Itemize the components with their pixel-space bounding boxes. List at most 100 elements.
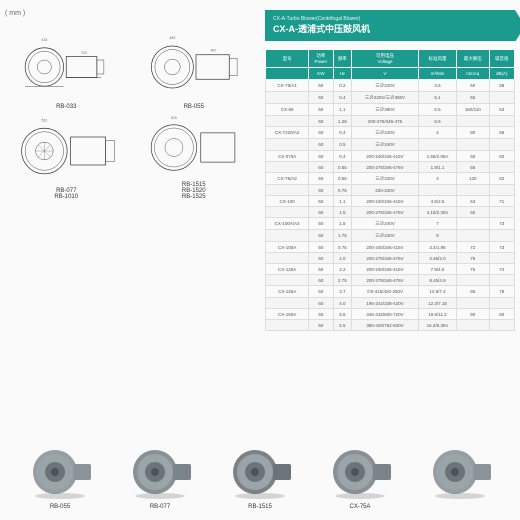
table-cell: CX-075A (266, 151, 309, 162)
table-cell (266, 185, 309, 196)
table-row: 600.75220-240V (266, 185, 515, 196)
table-header-cell: 标准风量 (418, 50, 456, 68)
table-cell: 73 (489, 218, 515, 230)
table-cell: 50 (309, 264, 333, 275)
table-cell (489, 185, 515, 196)
table-cell: CX-125A (266, 264, 309, 275)
table-row: CX-100A/A2501.5三∅240V773 (266, 218, 515, 230)
table-cell (418, 185, 456, 196)
table-cell: 4 (418, 173, 456, 185)
table-cell: 三∅220V (352, 173, 419, 185)
table-row: CX-100A500.75200-240/346-415V3.4/1.96727… (266, 242, 515, 253)
table-cell (266, 162, 309, 173)
table-cell: 60 (309, 116, 333, 127)
table-cell: 75 (457, 264, 489, 275)
table-cell: 3.4/1.96 (418, 242, 456, 253)
diagram-cell: 463 467 RB-055 (133, 25, 256, 110)
table-cell: 78 (489, 286, 515, 298)
spec-table: 型号功率Power频率可用电压Voltage标准风量最大静压噪音值 KWHzVm… (265, 49, 515, 331)
table-cell: 74 (489, 264, 515, 275)
table-cell: 8 (418, 230, 456, 242)
table-cell (457, 185, 489, 196)
table-cell (266, 298, 309, 309)
table-cell: 200-240/346-415V (352, 196, 419, 207)
table-cell: CX-100A (266, 242, 309, 253)
table-cell: 200-275/346-476 (352, 116, 419, 127)
table-cell: CX-100 (266, 196, 309, 207)
table-cell: 50 (309, 151, 333, 162)
table-cell (418, 139, 456, 151)
table-cell: 0.75 (333, 185, 352, 196)
blower-diagram-icon: 415 703 (5, 32, 128, 102)
table-cell: ∅0-415/420-250V (352, 286, 419, 298)
header-subtitle: CX-A-Turbo Blower(Centrifugal Blower) (273, 16, 507, 22)
table-cell: 1.5 (333, 218, 352, 230)
table-cell: 50 (309, 309, 333, 320)
product-image (125, 442, 195, 502)
table-cell: 50 (309, 196, 333, 207)
table-cell: 三∅220V (352, 80, 419, 92)
table-header-cell: 频率 (333, 50, 352, 68)
table-cell: 60 (309, 207, 333, 218)
table-cell: 80 (457, 127, 489, 139)
table-row: CX-150A505.5346-415/600-720V19.5/11.2908… (266, 309, 515, 320)
table-unit-cell: mmAq (457, 68, 489, 80)
table-cell: 4.0 (333, 298, 352, 309)
table-unit-cell: Hz (333, 68, 352, 80)
table-cell: 8.45/4.9 (418, 275, 456, 286)
table-cell: 0.55 (333, 162, 352, 173)
table-cell: 0.2 (333, 80, 352, 92)
table-cell (457, 298, 489, 309)
table-cell: 5.5 (333, 309, 352, 320)
table-cell: CX-150A (266, 309, 309, 320)
table-cell: 55 (457, 162, 489, 173)
svg-text:463: 463 (169, 36, 175, 40)
table-cell: 200-240/346-415V (352, 242, 419, 253)
product-item (425, 442, 495, 510)
table-cell: 7.9/4.6 (418, 264, 456, 275)
table-cell: 200-240/346-415V (352, 264, 419, 275)
product-image (425, 442, 495, 502)
diagram-label: RB-1515 RB-1520 RB-1525 (182, 182, 206, 200)
table-cell: 0.4 (333, 127, 352, 139)
table-cell: 5.5 (418, 104, 456, 116)
table-cell: 3.45/2.0 (418, 253, 456, 264)
svg-text:467: 467 (210, 48, 216, 52)
table-cell (457, 218, 489, 230)
table-cell: 三∅240V (352, 218, 419, 230)
table-cell (457, 230, 489, 242)
table-cell: 60 (309, 139, 333, 151)
table-row: 605.5380-420/762-830V16.2/9.35V (266, 320, 515, 331)
product-label: RB-077 (150, 504, 170, 510)
table-cell: 346-415/600-720V (352, 309, 419, 320)
table-row: CX-75/A1500.2三∅220V3.55058 (266, 80, 515, 92)
table-cell: 1.9/1.1 (418, 162, 456, 173)
table-unit-cell: V (352, 68, 419, 80)
diagram-cell: 615 RB-1515 RB-1520 RB-1525 (133, 115, 256, 200)
table-cell: 0.4 (333, 151, 352, 162)
table-row: CX-125A503.7∅0-415/420-250V12.9/7.48578 (266, 286, 515, 298)
table-cell: 59 (489, 127, 515, 139)
table-cell: 三∅220V/三∅380V (352, 92, 419, 104)
table-cell: 6.6 (418, 116, 456, 127)
table-cell: 0.75 (333, 242, 352, 253)
diagram-label: RB-055 (184, 104, 204, 110)
table-unit-cell: KW (309, 68, 333, 80)
product-image (325, 442, 395, 502)
table-cell (457, 320, 489, 331)
table-cell: 85 (457, 286, 489, 298)
table-row: 604.0195-242/338-420V12.3/7.15 (266, 298, 515, 309)
table-cell: 50 (309, 104, 333, 116)
table-cell: 60 (309, 185, 333, 196)
table-cell: 62 (489, 173, 515, 185)
table-cell: 50 (457, 80, 489, 92)
table-cell (489, 207, 515, 218)
table-cell: 200-275/346-476V (352, 162, 419, 173)
table-cell: CX-75/A1 (266, 80, 309, 92)
table-cell: 50 (309, 286, 333, 298)
table-cell: 5.5 (333, 320, 352, 331)
table-row: 600.5三∅240V (266, 139, 515, 151)
diagram-cell: 415 703 RB-033 (5, 25, 128, 110)
product-image (225, 442, 295, 502)
table-cell: 73 (489, 242, 515, 253)
